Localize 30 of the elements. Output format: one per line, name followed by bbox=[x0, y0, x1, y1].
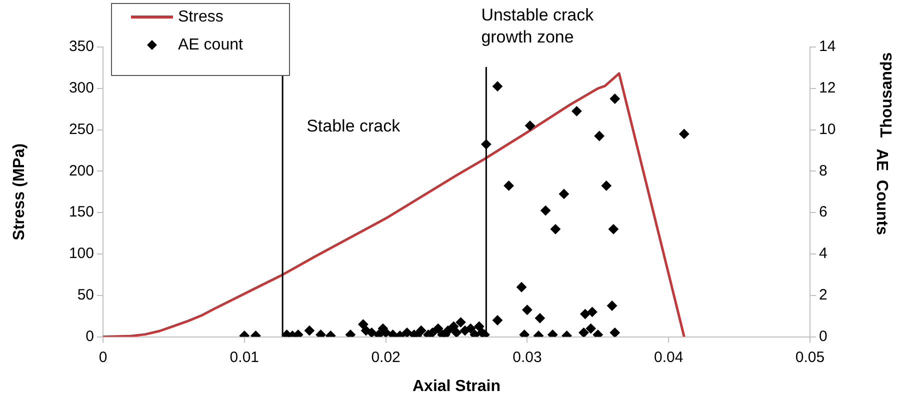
text: Unstable crack growth zone bbox=[481, 6, 594, 47]
x-tick-label: 0.02 bbox=[371, 348, 400, 366]
legend-label: Stress bbox=[178, 8, 224, 26]
x-tick-label: 0.03 bbox=[512, 348, 542, 366]
y2-tick-label: 14 bbox=[819, 38, 836, 56]
annotation: Stable crack bbox=[306, 116, 401, 136]
y2-tick-label: 2 bbox=[819, 286, 828, 304]
legend-label: AE count bbox=[178, 36, 244, 54]
y2-tick-label: 4 bbox=[819, 245, 828, 262]
y-tick-label: 50 bbox=[77, 286, 94, 304]
y2-tick-label: 0 bbox=[819, 328, 828, 345]
x-axis-title: Axial Strain bbox=[412, 378, 501, 395]
y2-tick-label: 8 bbox=[819, 162, 828, 180]
x-tick-label: 0 bbox=[98, 348, 108, 366]
y-tick-label: 300 bbox=[68, 80, 94, 97]
y-tick-label: 100 bbox=[68, 245, 94, 262]
y-tick-label: 350 bbox=[68, 38, 94, 56]
y2-tick-label: 6 bbox=[819, 204, 828, 221]
y-axis-title: Stress (MPa) bbox=[11, 143, 28, 240]
y-tick-label: 200 bbox=[68, 162, 94, 180]
x-tick-label: 0.04 bbox=[654, 348, 684, 366]
y-tick-label: 150 bbox=[68, 204, 94, 221]
y-tick-label: 250 bbox=[68, 120, 94, 138]
x-tick-label: 0.05 bbox=[795, 348, 825, 366]
y2-tick-label: 10 bbox=[819, 120, 836, 138]
y2-tick-label: 12 bbox=[819, 80, 836, 97]
y-tick-label: 0 bbox=[86, 328, 94, 345]
x-tick-label: 0.01 bbox=[230, 348, 259, 366]
text: Thousands bbox=[878, 52, 896, 138]
y2-axis-title: AE Counts bbox=[872, 148, 890, 236]
